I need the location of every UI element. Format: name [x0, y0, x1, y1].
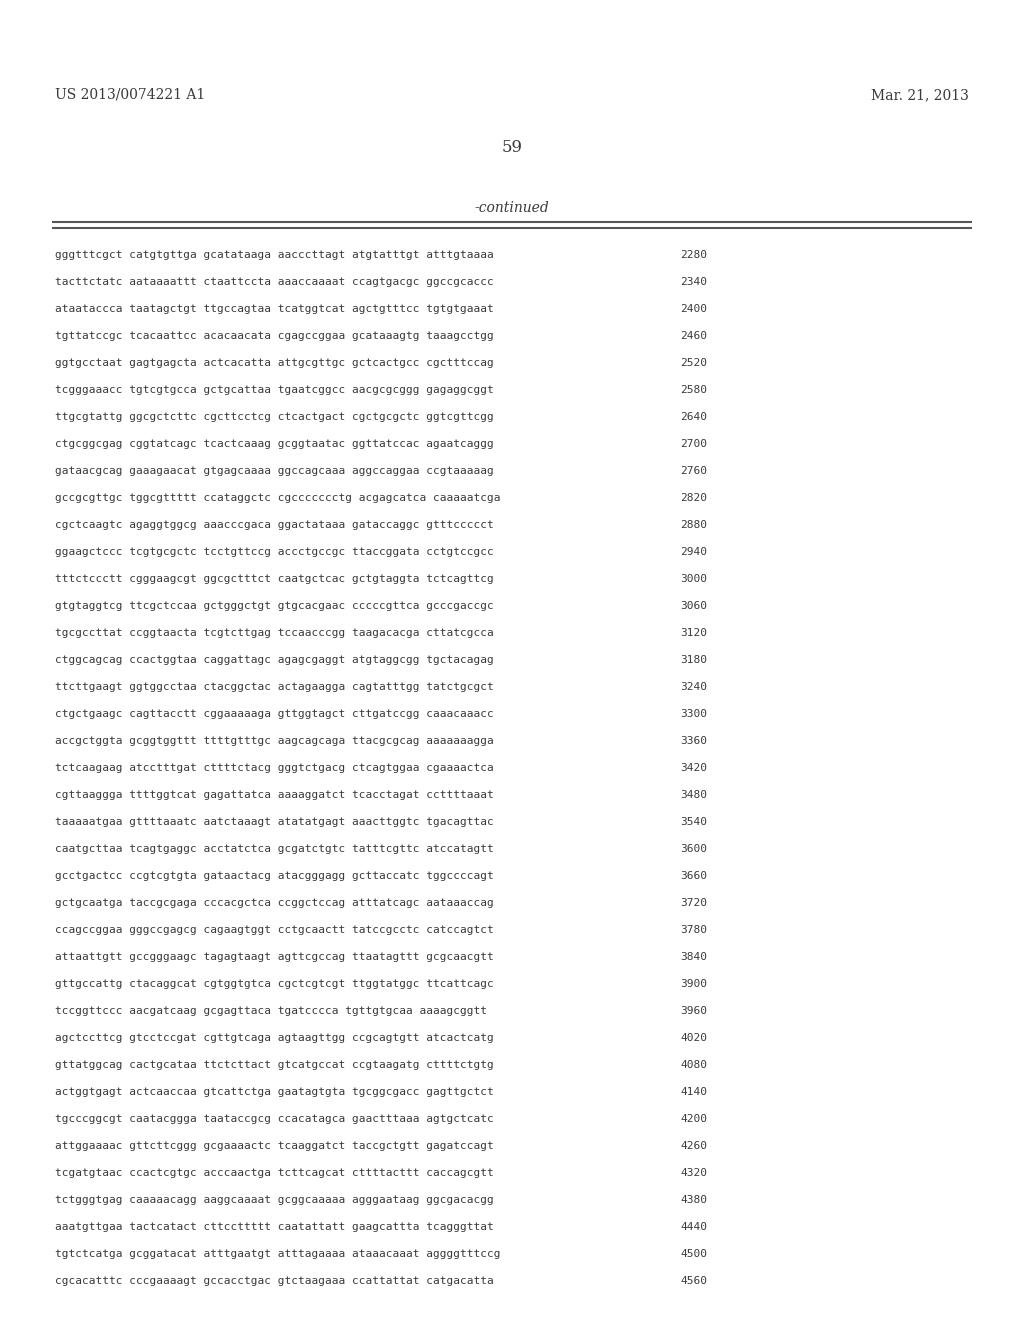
- Text: 2580: 2580: [680, 385, 707, 395]
- Text: 4080: 4080: [680, 1060, 707, 1071]
- Text: ctggcagcag ccactggtaa caggattagc agagcgaggt atgtaggcgg tgctacagag: ctggcagcag ccactggtaa caggattagc agagcga…: [55, 655, 494, 665]
- Text: 2940: 2940: [680, 546, 707, 557]
- Text: 3660: 3660: [680, 871, 707, 880]
- Text: 3540: 3540: [680, 817, 707, 828]
- Text: gccgcgttgc tggcgttttt ccataggctc cgccccccctg acgagcatca caaaaatcga: gccgcgttgc tggcgttttt ccataggctc cgccccc…: [55, 492, 501, 503]
- Text: -continued: -continued: [475, 201, 549, 215]
- Text: tcgggaaacc tgtcgtgcca gctgcattaa tgaatcggcc aacgcgcggg gagaggcggt: tcgggaaacc tgtcgtgcca gctgcattaa tgaatcg…: [55, 385, 494, 395]
- Text: 4500: 4500: [680, 1249, 707, 1259]
- Text: aaatgttgaa tactcatact cttccttttt caatattatt gaagcattta tcagggttat: aaatgttgaa tactcatact cttccttttt caatatt…: [55, 1222, 494, 1232]
- Text: ctgcggcgag cggtatcagc tcactcaaag gcggtaatac ggttatccac agaatcaggg: ctgcggcgag cggtatcagc tcactcaaag gcggtaa…: [55, 440, 494, 449]
- Text: US 2013/0074221 A1: US 2013/0074221 A1: [55, 88, 205, 102]
- Text: 2520: 2520: [680, 358, 707, 368]
- Text: 4200: 4200: [680, 1114, 707, 1125]
- Text: cgcacatttc cccgaaaagt gccacctgac gtctaagaaa ccattattat catgacatta: cgcacatttc cccgaaaagt gccacctgac gtctaag…: [55, 1276, 494, 1286]
- Text: 3180: 3180: [680, 655, 707, 665]
- Text: 2340: 2340: [680, 277, 707, 286]
- Text: 3600: 3600: [680, 843, 707, 854]
- Text: 3960: 3960: [680, 1006, 707, 1016]
- Text: tgtctcatga gcggatacat atttgaatgt atttagaaaa ataaacaaat aggggtttccg: tgtctcatga gcggatacat atttgaatgt atttaga…: [55, 1249, 501, 1259]
- Text: 2460: 2460: [680, 331, 707, 341]
- Text: Mar. 21, 2013: Mar. 21, 2013: [871, 88, 969, 102]
- Text: 2820: 2820: [680, 492, 707, 503]
- Text: tttctccctt cgggaagcgt ggcgctttct caatgctcac gctgtaggta tctcagttcg: tttctccctt cgggaagcgt ggcgctttct caatgct…: [55, 574, 494, 583]
- Text: 3360: 3360: [680, 737, 707, 746]
- Text: 4320: 4320: [680, 1168, 707, 1177]
- Text: ggtgcctaat gagtgagcta actcacatta attgcgttgc gctcactgcc cgctttccag: ggtgcctaat gagtgagcta actcacatta attgcgt…: [55, 358, 494, 368]
- Text: 3300: 3300: [680, 709, 707, 719]
- Text: gttgccattg ctacaggcat cgtggtgtca cgctcgtcgt ttggtatggc ttcattcagc: gttgccattg ctacaggcat cgtggtgtca cgctcgt…: [55, 979, 494, 989]
- Text: cgctcaagtc agaggtggcg aaacccgaca ggactataaa gataccaggc gtttccccct: cgctcaagtc agaggtggcg aaacccgaca ggactat…: [55, 520, 494, 531]
- Text: tgcgccttat ccggtaacta tcgtcttgag tccaacccgg taagacacga cttatcgcca: tgcgccttat ccggtaacta tcgtcttgag tccaacc…: [55, 628, 494, 638]
- Text: 4560: 4560: [680, 1276, 707, 1286]
- Text: 3120: 3120: [680, 628, 707, 638]
- Text: taaaaatgaa gttttaaatc aatctaaagt atatatgagt aaacttggtc tgacagttac: taaaaatgaa gttttaaatc aatctaaagt atatatg…: [55, 817, 494, 828]
- Text: 4440: 4440: [680, 1222, 707, 1232]
- Text: 3000: 3000: [680, 574, 707, 583]
- Text: 2280: 2280: [680, 249, 707, 260]
- Text: 3420: 3420: [680, 763, 707, 774]
- Text: gcctgactcc ccgtcgtgta gataactacg atacgggagg gcttaccatc tggccccagt: gcctgactcc ccgtcgtgta gataactacg atacggg…: [55, 871, 494, 880]
- Text: 3840: 3840: [680, 952, 707, 962]
- Text: 4260: 4260: [680, 1140, 707, 1151]
- Text: cgttaaggga ttttggtcat gagattatca aaaaggatct tcacctagat ccttttaaat: cgttaaggga ttttggtcat gagattatca aaaagga…: [55, 789, 494, 800]
- Text: tacttctatc aataaaattt ctaattccta aaaccaaaat ccagtgacgc ggccgcaccc: tacttctatc aataaaattt ctaattccta aaaccaa…: [55, 277, 494, 286]
- Text: gataacgcag gaaagaacat gtgagcaaaa ggccagcaaa aggccaggaa ccgtaaaaag: gataacgcag gaaagaacat gtgagcaaaa ggccagc…: [55, 466, 494, 477]
- Text: 2400: 2400: [680, 304, 707, 314]
- Text: 3060: 3060: [680, 601, 707, 611]
- Text: actggtgagt actcaaccaa gtcattctga gaatagtgta tgcggcgacc gagttgctct: actggtgagt actcaaccaa gtcattctga gaatagt…: [55, 1086, 494, 1097]
- Text: 4380: 4380: [680, 1195, 707, 1205]
- Text: gggtttcgct catgtgttga gcatataaga aacccttagt atgtatttgt atttgtaaaa: gggtttcgct catgtgttga gcatataaga aaccctt…: [55, 249, 494, 260]
- Text: 3720: 3720: [680, 898, 707, 908]
- Text: agctccttcg gtcctccgat cgttgtcaga agtaagttgg ccgcagtgtt atcactcatg: agctccttcg gtcctccgat cgttgtcaga agtaagt…: [55, 1034, 494, 1043]
- Text: ctgctgaagc cagttacctt cggaaaaaga gttggtagct cttgatccgg caaacaaacc: ctgctgaagc cagttacctt cggaaaaaga gttggta…: [55, 709, 494, 719]
- Text: ataataccca taatagctgt ttgccagtaa tcatggtcat agctgtttcc tgtgtgaaat: ataataccca taatagctgt ttgccagtaa tcatggt…: [55, 304, 494, 314]
- Text: caatgcttaa tcagtgaggc acctatctca gcgatctgtc tatttcgttc atccatagtt: caatgcttaa tcagtgaggc acctatctca gcgatct…: [55, 843, 494, 854]
- Text: 3780: 3780: [680, 925, 707, 935]
- Text: tccggttccc aacgatcaag gcgagttaca tgatcccca tgttgtgcaa aaaagcggtt: tccggttccc aacgatcaag gcgagttaca tgatccc…: [55, 1006, 487, 1016]
- Text: tgttatccgc tcacaattcc acacaacata cgagccggaa gcataaagtg taaagcctgg: tgttatccgc tcacaattcc acacaacata cgagccg…: [55, 331, 494, 341]
- Text: 3900: 3900: [680, 979, 707, 989]
- Text: tcgatgtaac ccactcgtgc acccaactga tcttcagcat cttttacttt caccagcgtt: tcgatgtaac ccactcgtgc acccaactga tcttcag…: [55, 1168, 494, 1177]
- Text: tctgggtgag caaaaacagg aaggcaaaat gcggcaaaaa agggaataag ggcgacacgg: tctgggtgag caaaaacagg aaggcaaaat gcggcaa…: [55, 1195, 494, 1205]
- Text: 3240: 3240: [680, 682, 707, 692]
- Text: 4140: 4140: [680, 1086, 707, 1097]
- Text: 2880: 2880: [680, 520, 707, 531]
- Text: ggaagctccc tcgtgcgctc tcctgttccg accctgccgc ttaccggata cctgtccgcc: ggaagctccc tcgtgcgctc tcctgttccg accctgc…: [55, 546, 494, 557]
- Text: ccagccggaa gggccgagcg cagaagtggt cctgcaactt tatccgcctc catccagtct: ccagccggaa gggccgagcg cagaagtggt cctgcaa…: [55, 925, 494, 935]
- Text: accgctggta gcggtggttt ttttgtttgc aagcagcaga ttacgcgcag aaaaaaagga: accgctggta gcggtggttt ttttgtttgc aagcagc…: [55, 737, 494, 746]
- Text: 3480: 3480: [680, 789, 707, 800]
- Text: attaattgtt gccgggaagc tagagtaagt agttcgccag ttaatagttt gcgcaacgtt: attaattgtt gccgggaagc tagagtaagt agttcgc…: [55, 952, 494, 962]
- Text: ttcttgaagt ggtggcctaa ctacggctac actagaagga cagtatttgg tatctgcgct: ttcttgaagt ggtggcctaa ctacggctac actagaa…: [55, 682, 494, 692]
- Text: 4020: 4020: [680, 1034, 707, 1043]
- Text: gttatggcag cactgcataa ttctcttact gtcatgccat ccgtaagatg cttttctgtg: gttatggcag cactgcataa ttctcttact gtcatgc…: [55, 1060, 494, 1071]
- Text: tgcccggcgt caatacggga taataccgcg ccacatagca gaactttaaa agtgctcatc: tgcccggcgt caatacggga taataccgcg ccacata…: [55, 1114, 494, 1125]
- Text: 59: 59: [502, 140, 522, 157]
- Text: ttgcgtattg ggcgctcttc cgcttcctcg ctcactgact cgctgcgctc ggtcgttcgg: ttgcgtattg ggcgctcttc cgcttcctcg ctcactg…: [55, 412, 494, 422]
- Text: tctcaagaag atcctttgat cttttctacg gggtctgacg ctcagtggaa cgaaaactca: tctcaagaag atcctttgat cttttctacg gggtctg…: [55, 763, 494, 774]
- Text: gtgtaggtcg ttcgctccaa gctgggctgt gtgcacgaac cccccgttca gcccgaccgc: gtgtaggtcg ttcgctccaa gctgggctgt gtgcacg…: [55, 601, 494, 611]
- Text: 2640: 2640: [680, 412, 707, 422]
- Text: gctgcaatga taccgcgaga cccacgctca ccggctccag atttatcagc aataaaccag: gctgcaatga taccgcgaga cccacgctca ccggctc…: [55, 898, 494, 908]
- Text: 2700: 2700: [680, 440, 707, 449]
- Text: 2760: 2760: [680, 466, 707, 477]
- Text: attggaaaac gttcttcggg gcgaaaactc tcaaggatct taccgctgtt gagatccagt: attggaaaac gttcttcggg gcgaaaactc tcaagga…: [55, 1140, 494, 1151]
